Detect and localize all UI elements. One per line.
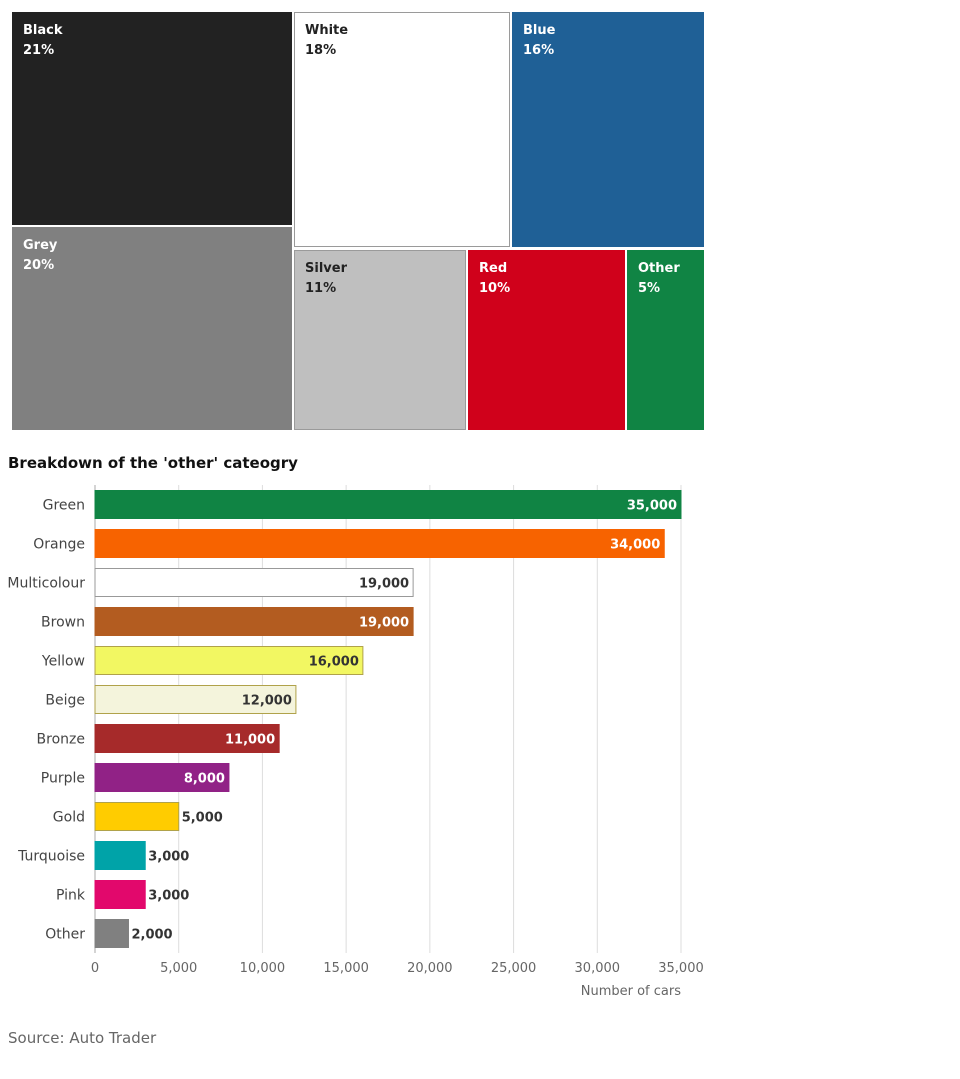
- bar-purple: [94, 763, 230, 792]
- x-tick-label: 15,000: [323, 961, 369, 976]
- bar-turquoise: [94, 841, 146, 870]
- treemap-tile-blue: Blue 16%: [512, 12, 704, 247]
- x-tick-label: 30,000: [575, 961, 621, 976]
- treemap-tile-label: White: [305, 23, 349, 38]
- treemap-tile-label: Blue: [523, 23, 556, 38]
- bar-value-label: 11,000: [225, 733, 275, 748]
- treemap-tile-grey: Grey 20%: [12, 227, 292, 430]
- treemap-tile-percent: 20%: [23, 258, 55, 273]
- bar-gold: [94, 802, 180, 831]
- treemap-chart: Black 21% White 18% Blue 16% Grey 20% Silver 11% R…: [0, 0, 720, 440]
- category-label: Yellow: [41, 654, 85, 670]
- x-tick-label: 35,000: [658, 961, 704, 976]
- bar-multicolour: [94, 568, 414, 597]
- treemap-tile-percent: 18%: [305, 43, 337, 58]
- category-label: Purple: [41, 771, 85, 787]
- treemap-tile-percent: 16%: [523, 43, 555, 58]
- bar-value-label: 3,000: [148, 850, 189, 865]
- treemap-tile-percent: 5%: [638, 281, 661, 296]
- x-tick-label: 10,000: [240, 961, 286, 976]
- bar-beige: [94, 685, 297, 714]
- bar-chart-title: Breakdown of the 'other' cateogry: [8, 454, 298, 472]
- treemap-tile-label: Black: [23, 23, 63, 38]
- category-label: Pink: [56, 888, 86, 904]
- category-label: Green: [43, 498, 85, 514]
- category-label: Bronze: [37, 732, 85, 748]
- x-tick-label: 25,000: [491, 961, 537, 976]
- bar-value-label: 16,000: [309, 655, 359, 670]
- treemap-tile-white: White 18%: [294, 12, 510, 247]
- bar-brown: [94, 607, 414, 636]
- bar-orange: [94, 529, 665, 558]
- bar-value-label: 34,000: [610, 538, 660, 553]
- treemap-tile-label: Grey: [23, 238, 58, 253]
- treemap-tile-silver: Silver 11%: [294, 250, 466, 430]
- treemap-tile-percent: 10%: [479, 281, 511, 296]
- bar-pink: [94, 880, 146, 909]
- category-label: Other: [45, 927, 85, 943]
- treemap-tile-label: Red: [479, 261, 508, 276]
- treemap-tile-percent: 21%: [23, 43, 55, 58]
- bar-value-label: 19,000: [359, 616, 409, 631]
- category-label: Beige: [45, 693, 85, 709]
- treemap-tile-black: Black 21%: [12, 12, 292, 225]
- bar-value-label: 2,000: [131, 928, 172, 943]
- treemap-tile-other: Other 5%: [627, 250, 704, 430]
- bar-other: [94, 919, 129, 948]
- bar-value-label: 35,000: [627, 499, 677, 514]
- bar-value-label: 19,000: [359, 577, 409, 592]
- bar-value-label: 3,000: [148, 889, 189, 904]
- bar-bronze: [94, 724, 280, 753]
- bar-value-label: 5,000: [182, 811, 223, 826]
- x-axis-label: Number of cars: [581, 984, 681, 999]
- treemap-tile-label: Silver: [305, 261, 347, 276]
- x-tick-label: 0: [91, 961, 99, 976]
- x-tick-label: 5,000: [160, 961, 197, 976]
- category-label: Turquoise: [17, 849, 85, 865]
- bar-value-label: 8,000: [184, 772, 225, 787]
- category-label: Gold: [53, 810, 85, 826]
- bar-green: [94, 490, 682, 519]
- category-label: Multicolour: [7, 576, 85, 592]
- x-tick-label: 20,000: [407, 961, 453, 976]
- treemap-tile-label: Other: [638, 261, 680, 276]
- bar-yellow: [94, 646, 364, 675]
- category-label: Orange: [33, 537, 85, 553]
- category-label: Brown: [41, 615, 85, 631]
- treemap-tile-red: Red 10%: [468, 250, 625, 430]
- treemap-tile-percent: 11%: [305, 281, 337, 296]
- source-note: Source: Auto Trader: [8, 1029, 157, 1047]
- bar-value-label: 12,000: [242, 694, 292, 709]
- bar-chart: 0 5,000 10,000 15,000 20,000 25,000 30,000 35,0…: [7, 485, 704, 999]
